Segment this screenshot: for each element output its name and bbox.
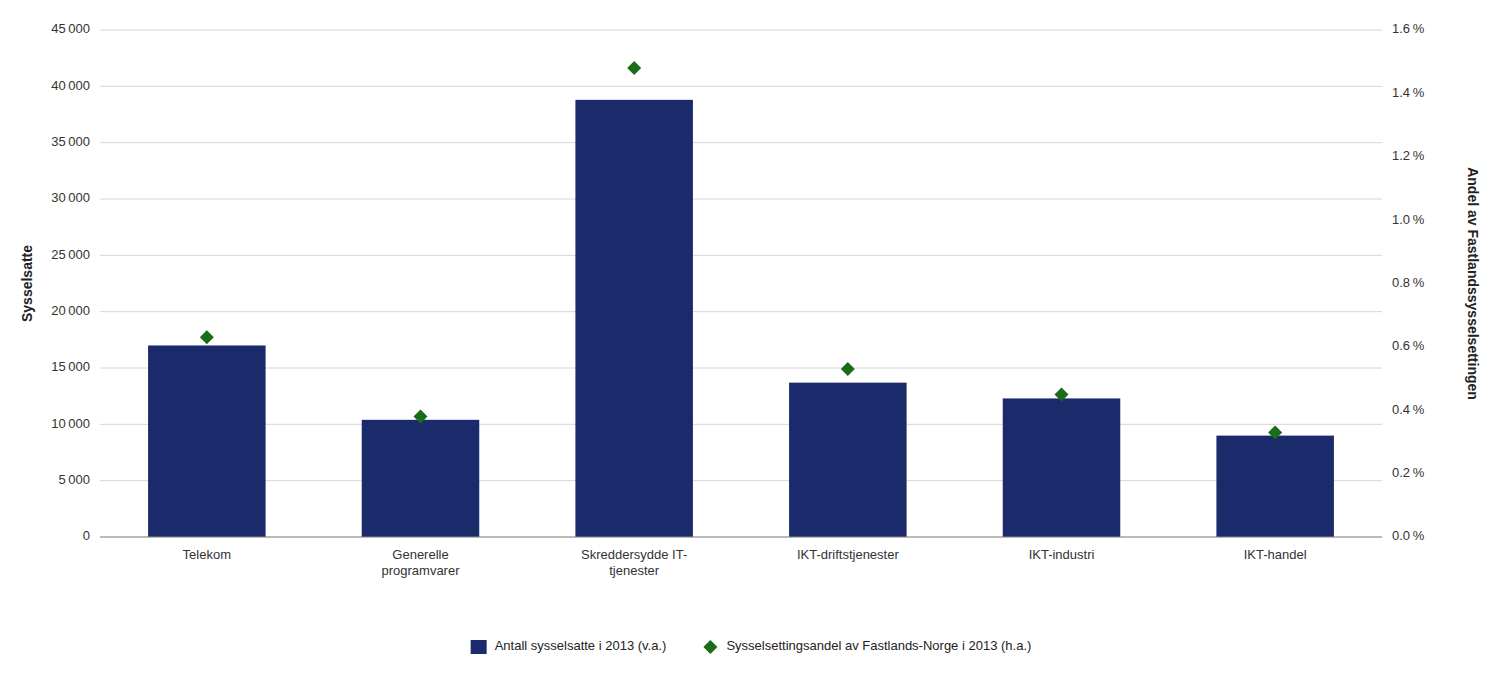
point [200, 330, 214, 344]
y-tick-label: 10 000 [51, 416, 90, 431]
legend-label: Sysselsettingsandel av Fastlands-Norge i… [726, 638, 1031, 653]
point [1055, 387, 1069, 401]
y2-tick-label: 1.0 % [1392, 212, 1425, 227]
y-tick-label: 30 000 [51, 190, 90, 205]
grid-line [100, 537, 1382, 538]
x-tick-label-line: IKT-driftstjenester [797, 547, 900, 562]
grid-line [100, 86, 1382, 87]
y-axis-title: Sysselsatte [19, 245, 35, 322]
x-tick-label: IKT-driftstjenester [797, 547, 900, 562]
legend-item: Antall sysselsatte i 2013 (v.a.) [471, 638, 667, 654]
x-tick-label: IKT-handel [1244, 547, 1307, 562]
x-tick-label: Skreddersydde IT-tjenester [581, 547, 687, 578]
grid-line [100, 424, 1382, 425]
bar [1003, 398, 1121, 537]
legend-item: Sysselsettingsandel av Fastlands-Norge i… [703, 638, 1031, 654]
y2-tick-label: 0.4 % [1392, 402, 1425, 417]
x-tick-label-line: programvarer [381, 563, 460, 578]
plot-area [148, 61, 1334, 537]
point [414, 410, 428, 424]
x-tick-label: Telekom [183, 547, 231, 562]
y-tick-label: 40 000 [51, 78, 90, 93]
point [841, 362, 855, 376]
x-tick-label-line: tjenester [609, 563, 660, 578]
grid-line [100, 311, 1382, 312]
y-tick-label: 0 [83, 528, 90, 543]
x-axis-line [100, 537, 1382, 538]
y2-tick-label: 0.8 % [1392, 275, 1425, 290]
bar [1216, 436, 1334, 537]
x-tick-label-line: IKT-handel [1244, 547, 1307, 562]
y-tick-label: 20 000 [51, 303, 90, 318]
grid-line [100, 480, 1382, 481]
bar [362, 420, 480, 537]
x-tick-label-line: IKT-industri [1029, 547, 1095, 562]
point [627, 61, 641, 75]
x-tick-label: IKT-industri [1029, 547, 1095, 562]
grid-line [100, 368, 1382, 369]
y2-tick-label: 1.2 % [1392, 148, 1425, 163]
y2-axis-title: Andel av Fastlandssysselsettingen [1465, 167, 1481, 400]
grid-line [100, 30, 1382, 31]
y2-tick-label: 1.4 % [1392, 85, 1425, 100]
chart: 0 5 000 10 000 15 000 20 000 25 000 30 000 35 0… [0, 0, 1502, 677]
x-tick-label-line: Telekom [183, 547, 231, 562]
x-tick-label: Generelleprogramvarer [381, 547, 460, 578]
grid-line [100, 199, 1382, 200]
grid-line [100, 255, 1382, 256]
legend-label: Antall sysselsatte i 2013 (v.a.) [495, 638, 667, 653]
x-tick-label-line: Generelle [392, 547, 448, 562]
grid-line [100, 142, 1382, 143]
y-tick-label: 45 000 [51, 21, 90, 36]
y-tick-label: 25 000 [51, 247, 90, 262]
y-tick-label: 35 000 [51, 134, 90, 149]
x-tick-label-line: Skreddersydde IT- [581, 547, 687, 562]
point [1268, 425, 1282, 439]
legend-swatch [703, 640, 717, 654]
bar [789, 383, 907, 537]
y2-tick-label: 0.6 % [1392, 338, 1425, 353]
grid [100, 30, 1382, 537]
bar [575, 100, 693, 537]
legend: Antall sysselsatte i 2013 (v.a.) Sysselse… [471, 638, 1032, 654]
y2-tick-label: 0.0 % [1392, 528, 1425, 543]
legend-swatch [471, 640, 487, 654]
y-tick-label: 5 000 [58, 472, 90, 487]
y-tick-label: 15 000 [51, 359, 90, 374]
y2-tick-label: 1.6 % [1392, 21, 1425, 36]
y2-tick-label: 0.2 % [1392, 465, 1425, 480]
bar [148, 345, 266, 537]
